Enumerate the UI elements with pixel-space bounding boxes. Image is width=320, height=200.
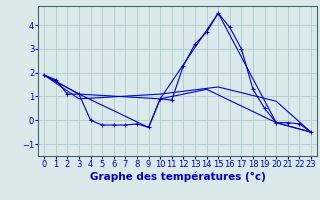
X-axis label: Graphe des températures (°c): Graphe des températures (°c): [90, 172, 266, 182]
